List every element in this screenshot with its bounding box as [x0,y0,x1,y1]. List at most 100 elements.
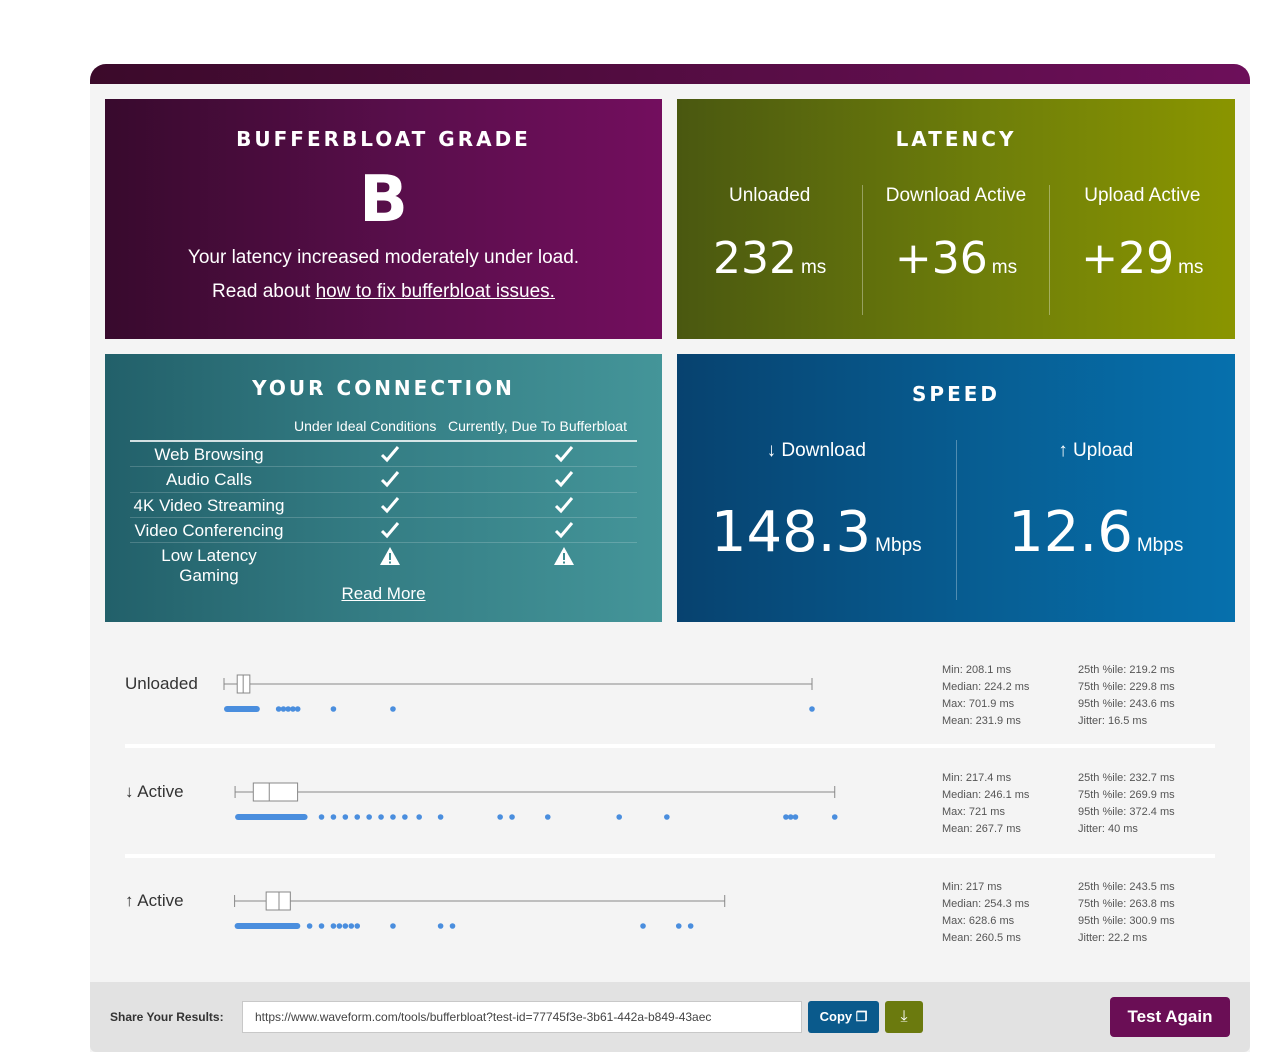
connection-table: Web Browsing Audio Calls 4K Video Streamin… [130,440,637,585]
col-current-header: Currently, Due To Bufferbloat [448,418,627,434]
data-point [366,814,372,820]
connection-use-case: Web Browsing [154,445,264,464]
data-point [437,814,444,820]
stat-item: Mean: 260.5 ms [942,932,1021,944]
connection-header: Under Ideal Conditions Currently, Due To… [105,418,662,438]
stat-item: Median: 246.1 ms [942,789,1030,801]
connection-use-case: Low Latency Gaming [161,546,257,586]
check-icon [552,521,576,541]
data-point [449,923,456,929]
connection-row: 4K Video Streaming [130,493,637,518]
connection-row: Audio Calls [130,467,637,493]
data-point [354,814,361,820]
data-point [330,923,337,929]
read-more-link[interactable]: Read More [341,584,426,603]
connection-use-case: Audio Calls [166,470,252,490]
latency-unit: ms [800,257,827,278]
grade-letter: B [359,163,408,237]
data-point [318,923,325,929]
speed-title: SPEED [912,382,1000,406]
data-point [783,814,789,820]
fix-bufferbloat-link[interactable]: how to fix bufferbloat issues. [315,281,555,302]
data-point [497,814,503,820]
latency-unloaded: Unloaded 232 ms [677,185,862,315]
box-iqr [252,782,299,802]
data-point [416,814,422,820]
distribution-title: Unloaded [125,674,198,693]
latency-download-active: Download Active +36 ms [862,185,1048,315]
copy-button[interactable]: Copy ❐ [808,1001,879,1033]
upload-value: 12.6 Mbps [957,500,1236,565]
stats-right: 25th %ile: 219.2 ms 75th %ile: 229.8 ms 95… [1078,662,1175,730]
stat-item: 25th %ile: 219.2 ms [1078,664,1175,676]
latency-label: Unloaded [728,185,811,206]
stat-item: 25th %ile: 232.7 ms [1078,772,1175,784]
latency-number: 232 [713,233,797,284]
distribution-row: ↓ Active Min: 217.4 ms Median: 246.1 ms Max… [105,760,1235,850]
connection-use-case: Video Conferencing [134,520,284,540]
box-iqr [265,891,291,911]
stats-right: 25th %ile: 232.7 ms 75th %ile: 269.9 ms 95… [1078,770,1175,838]
stat-item: 75th %ile: 269.9 ms [1078,789,1175,801]
connection-card: YOUR CONNECTION Under Ideal Conditions C… [105,354,662,622]
stat-item: 95th %ile: 243.6 ms [1078,698,1175,710]
connection-row: Web Browsing [130,442,637,468]
stat-item: Jitter: 16.5 ms [1078,715,1148,727]
stat-item: Median: 254.3 ms [942,898,1030,910]
latency-upload-active: Upload Active +29 ms [1048,185,1235,315]
data-point [687,923,694,929]
dot-cluster [234,923,301,929]
test-again-button[interactable]: Test Again [1110,997,1230,1037]
latency-columns: Unloaded 232 ms Download Active +36 ms Upl… [677,185,1235,315]
distribution-title: ↓ Active [125,782,184,801]
check-icon [378,521,402,541]
download-label: ↓ Download [766,440,866,461]
stats-left: Min: 217.4 ms Median: 246.1 ms Max: 721 ms… [942,770,1029,838]
grade-read-prefix: Read about [212,281,316,302]
data-point [544,814,551,820]
data-point [664,814,670,820]
stat-item: 95th %ile: 372.4 ms [1078,806,1175,818]
stat-item: 75th %ile: 229.8 ms [1078,681,1175,693]
data-point [675,923,682,929]
share-url-input[interactable] [242,1001,802,1033]
data-point [390,706,396,712]
data-point [306,923,313,929]
download-button[interactable]: ⤓ [885,1001,923,1033]
stat-item: Jitter: 40 ms [1078,823,1138,835]
latency-label: Download Active [885,185,1027,206]
upload-unit: Mbps [1136,535,1184,556]
check-icon [552,496,576,516]
data-point [348,923,355,929]
connection-row: Video Conferencing [130,518,637,544]
data-point [290,706,296,712]
download-icon: ⤓ [900,1008,908,1025]
grade-description: Your latency increased moderately under … [187,247,580,268]
data-point [390,814,396,820]
data-point [354,923,361,929]
row-divider [125,854,1215,858]
stats-right: 25th %ile: 243.5 ms 75th %ile: 263.8 ms 95… [1078,879,1175,947]
data-point [640,923,646,929]
latency-value: +36 ms [863,233,1048,284]
check-icon [552,445,576,465]
check-icon [552,470,576,490]
latency-value: 232 ms [677,233,862,284]
upload-number: 12.6 [1008,500,1133,565]
data-point [616,814,623,820]
dot-cluster [224,706,260,712]
stat-item: Median: 224.2 ms [942,681,1030,693]
data-point [390,923,396,929]
stats-left: Min: 217 ms Median: 254.3 ms Max: 628.6 ms… [942,879,1029,947]
grade-card: BUFFERBLOAT GRADE B Your latency increas… [105,99,662,339]
stat-item: 75th %ile: 263.8 ms [1078,898,1175,910]
data-point [378,814,384,820]
stat-item: Min: 208.1 ms [942,664,1012,676]
results-top-bar [90,64,1250,86]
connection-title: YOUR CONNECTION [252,376,515,400]
col-ideal-header: Under Ideal Conditions [294,418,437,434]
latency-card: LATENCY Unloaded 232 ms Download Active +… [677,99,1235,339]
distribution-row: Unloaded Min: 208.1 ms Median: 224.2 ms Max… [105,652,1235,742]
data-point [509,814,515,820]
